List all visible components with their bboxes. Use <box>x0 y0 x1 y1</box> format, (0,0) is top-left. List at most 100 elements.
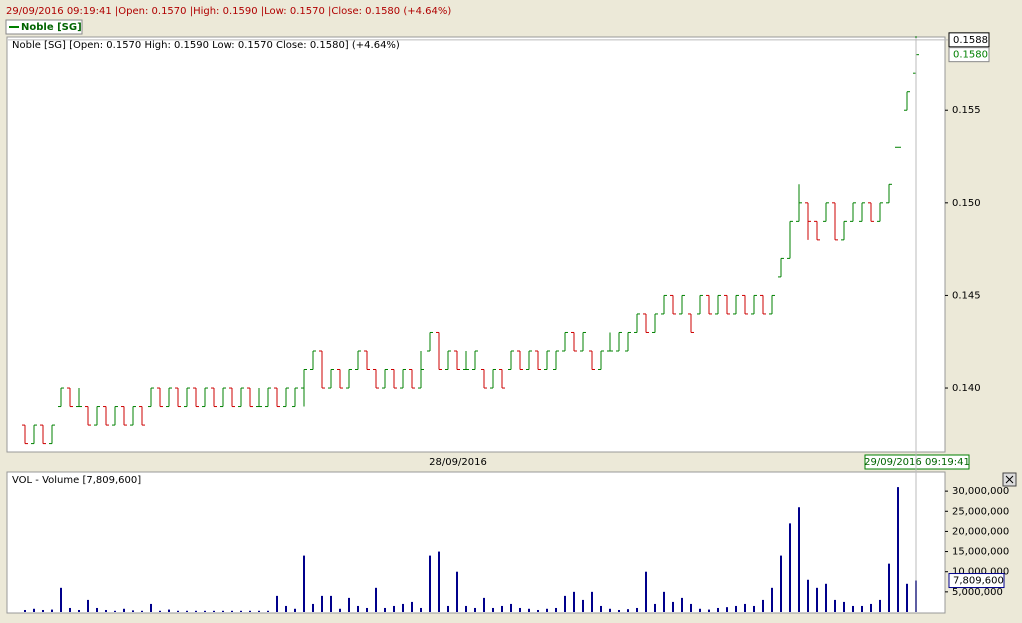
volume-bar <box>150 603 152 612</box>
volume-bar <box>663 591 665 612</box>
volume-tick-label: 20,000,000 <box>952 526 1009 537</box>
volume-bar <box>465 605 467 612</box>
volume-bar <box>348 597 350 612</box>
volume-bar <box>870 603 872 612</box>
volume-bar <box>510 603 512 612</box>
volume-bar <box>636 607 638 612</box>
volume-bar <box>267 610 269 612</box>
volume-bar <box>105 609 107 612</box>
volume-bar <box>402 603 404 612</box>
volume-bar <box>285 605 287 612</box>
volume-bar <box>87 599 89 612</box>
volume-bar <box>771 587 773 612</box>
volume-bar <box>69 607 71 612</box>
volume-bar <box>843 601 845 612</box>
volume-tick-label: 25,000,000 <box>952 506 1009 517</box>
volume-bar <box>807 579 809 612</box>
volume-bar <box>852 605 854 612</box>
volume-tick-label: 15,000,000 <box>952 547 1009 558</box>
volume-bar <box>303 555 305 612</box>
volume-bar <box>609 608 611 612</box>
crosshair-time: 29/09/2016 09:19:41 <box>864 457 970 468</box>
volume-bar <box>600 605 602 612</box>
volume-bar <box>744 603 746 612</box>
last-close-tag <box>948 47 990 63</box>
volume-bar <box>798 507 800 612</box>
volume-bar <box>690 603 692 612</box>
volume-bar <box>699 608 701 612</box>
volume-bar <box>447 605 449 612</box>
info-line: Noble [SG] [Open: 0.1570 High: 0.1590 Lo… <box>12 40 400 51</box>
volume-bar <box>474 607 476 612</box>
volume-last-label: 7,809,600 <box>953 576 1004 587</box>
volume-bar <box>573 591 575 612</box>
x-label: 28/09/2016 <box>429 457 487 468</box>
volume-bar <box>294 608 296 612</box>
volume-bar <box>438 551 440 612</box>
volume-bar <box>555 607 557 612</box>
volume-bar <box>519 607 521 612</box>
volume-bar <box>420 607 422 612</box>
volume-bar <box>681 597 683 612</box>
volume-bar <box>114 610 116 612</box>
volume-bar <box>213 610 215 612</box>
volume-bar <box>537 609 539 612</box>
volume-bar <box>258 610 260 612</box>
volume-bar <box>906 583 908 612</box>
header: 29/09/2016 09:19:41 |Open: 0.1570 |High:… <box>6 6 451 17</box>
volume-bar <box>591 591 593 612</box>
volume-bar <box>366 607 368 612</box>
price-panel <box>6 36 946 453</box>
volume-bar <box>141 610 143 612</box>
volume-bar <box>96 607 98 612</box>
volume-bar <box>726 607 728 612</box>
volume-bar <box>276 595 278 612</box>
y-tick-label: 0.145 <box>952 290 981 301</box>
volume-bar <box>204 610 206 612</box>
volume-bar <box>834 599 836 612</box>
volume-bar <box>240 610 242 612</box>
volume-bar <box>879 599 881 612</box>
crosshair-tag <box>948 32 990 48</box>
volume-bar <box>42 609 44 612</box>
volume-tick-label: 5,000,000 <box>952 587 1003 598</box>
volume-bar <box>33 608 35 612</box>
volume-bar <box>321 595 323 612</box>
volume-bar <box>816 587 818 612</box>
volume-bar <box>654 603 656 612</box>
legend-box[interactable] <box>5 19 83 35</box>
volume-bar <box>159 610 161 612</box>
volume-bar <box>564 595 566 612</box>
crosshair-price: 0.1588 <box>953 35 988 46</box>
volume-bar <box>456 571 458 612</box>
volume-bar <box>888 563 890 612</box>
y-tick-label: 0.155 <box>952 105 981 116</box>
volume-bar <box>627 609 629 612</box>
volume-bar <box>429 555 431 612</box>
volume-bar <box>123 608 125 612</box>
volume-bar <box>357 605 359 612</box>
volume-bar <box>645 571 647 612</box>
volume-bar <box>384 607 386 612</box>
volume-bar <box>177 610 179 612</box>
volume-bar <box>546 608 548 612</box>
y-tick-label: 0.150 <box>952 198 981 209</box>
volume-bar <box>168 609 170 612</box>
volume-bar <box>222 610 224 612</box>
volume-bar <box>186 610 188 612</box>
volume-bar <box>582 599 584 612</box>
volume-tick-label: 30,000,000 <box>952 486 1009 497</box>
volume-bar <box>897 487 899 612</box>
volume-bar <box>708 609 710 612</box>
volume-bar <box>717 607 719 612</box>
volume-bar <box>231 610 233 612</box>
volume-bar <box>753 605 755 612</box>
volume-last-tag <box>948 573 1005 589</box>
legend-label[interactable]: Noble [SG] <box>21 22 82 33</box>
volume-panel <box>6 471 946 614</box>
volume-bar <box>780 555 782 612</box>
volume-bar <box>492 607 494 612</box>
volume-bar <box>24 609 26 612</box>
